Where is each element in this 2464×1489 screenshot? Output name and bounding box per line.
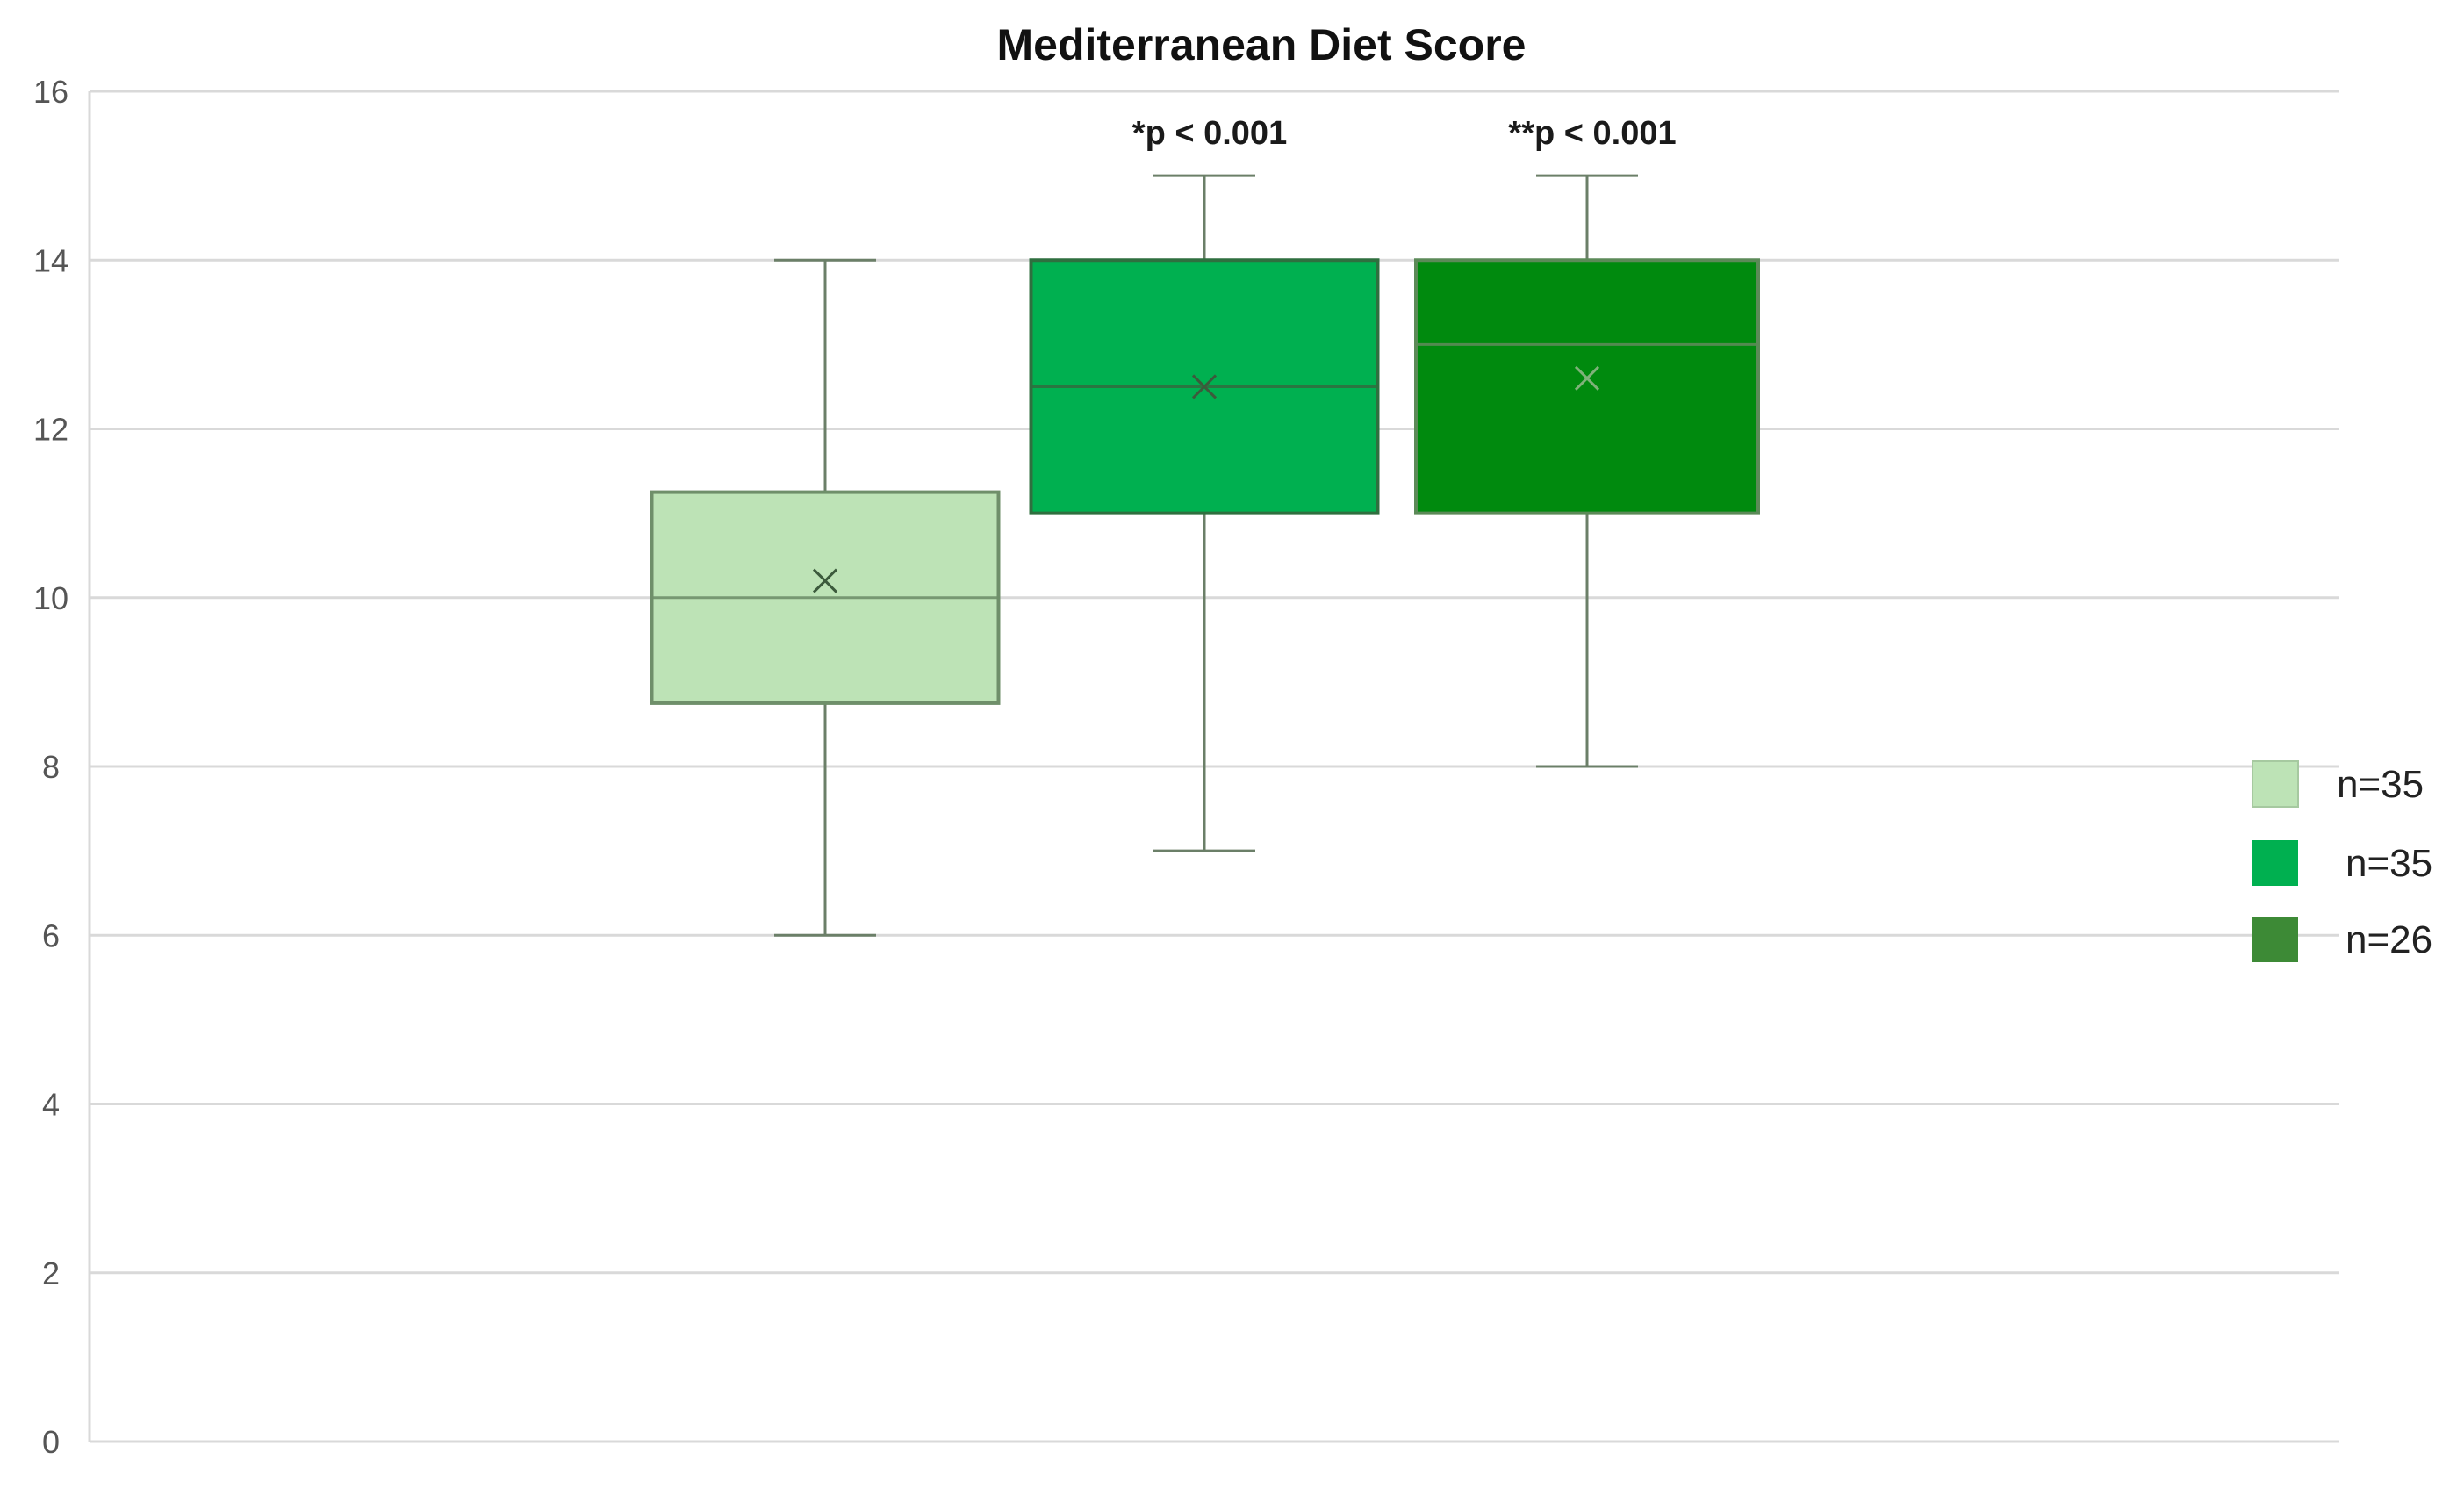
y-tick-label: 10 bbox=[33, 580, 68, 616]
y-tick-label: 8 bbox=[42, 749, 60, 785]
y-tick-label: 14 bbox=[33, 242, 68, 278]
box-series-1 bbox=[650, 258, 1001, 937]
legend-label: n=35 bbox=[2345, 842, 2432, 885]
legend-item: n=26 bbox=[2252, 917, 2432, 962]
annotations: *p < 0.001 **p < 0.001 bbox=[1132, 115, 1677, 152]
legend-swatch bbox=[2252, 917, 2298, 962]
y-tick-label: 6 bbox=[42, 917, 60, 953]
box-series-2 bbox=[1029, 174, 1380, 852]
boxes bbox=[650, 174, 1760, 937]
y-tick-label: 12 bbox=[33, 412, 68, 448]
y-tick-label: 0 bbox=[42, 1424, 60, 1460]
iqr-box bbox=[1414, 258, 1760, 515]
legend-item: n=35 bbox=[2252, 760, 2424, 808]
legend-label: n=26 bbox=[2345, 918, 2432, 961]
y-tick-label: 16 bbox=[33, 74, 68, 110]
significance-annotation: **p < 0.001 bbox=[1508, 115, 1676, 152]
mean-marker bbox=[1191, 374, 1218, 399]
box-series-3 bbox=[1414, 174, 1760, 768]
mean-marker bbox=[812, 568, 838, 593]
chart-title: Mediterranean Diet Score bbox=[997, 20, 1527, 69]
y-axis-ticks: 0 2 4 6 8 10 12 14 16 bbox=[33, 74, 68, 1460]
y-tick-label: 2 bbox=[42, 1255, 60, 1291]
legend: n=35 n=35 n=26 bbox=[2252, 760, 2432, 962]
y-tick-label: 4 bbox=[42, 1087, 60, 1123]
legend-swatch bbox=[2252, 760, 2299, 808]
significance-annotation: *p < 0.001 bbox=[1132, 115, 1287, 152]
legend-label: n=35 bbox=[2337, 763, 2424, 806]
mean-marker bbox=[1574, 365, 1600, 391]
legend-swatch bbox=[2252, 840, 2298, 886]
legend-item: n=35 bbox=[2252, 840, 2432, 886]
